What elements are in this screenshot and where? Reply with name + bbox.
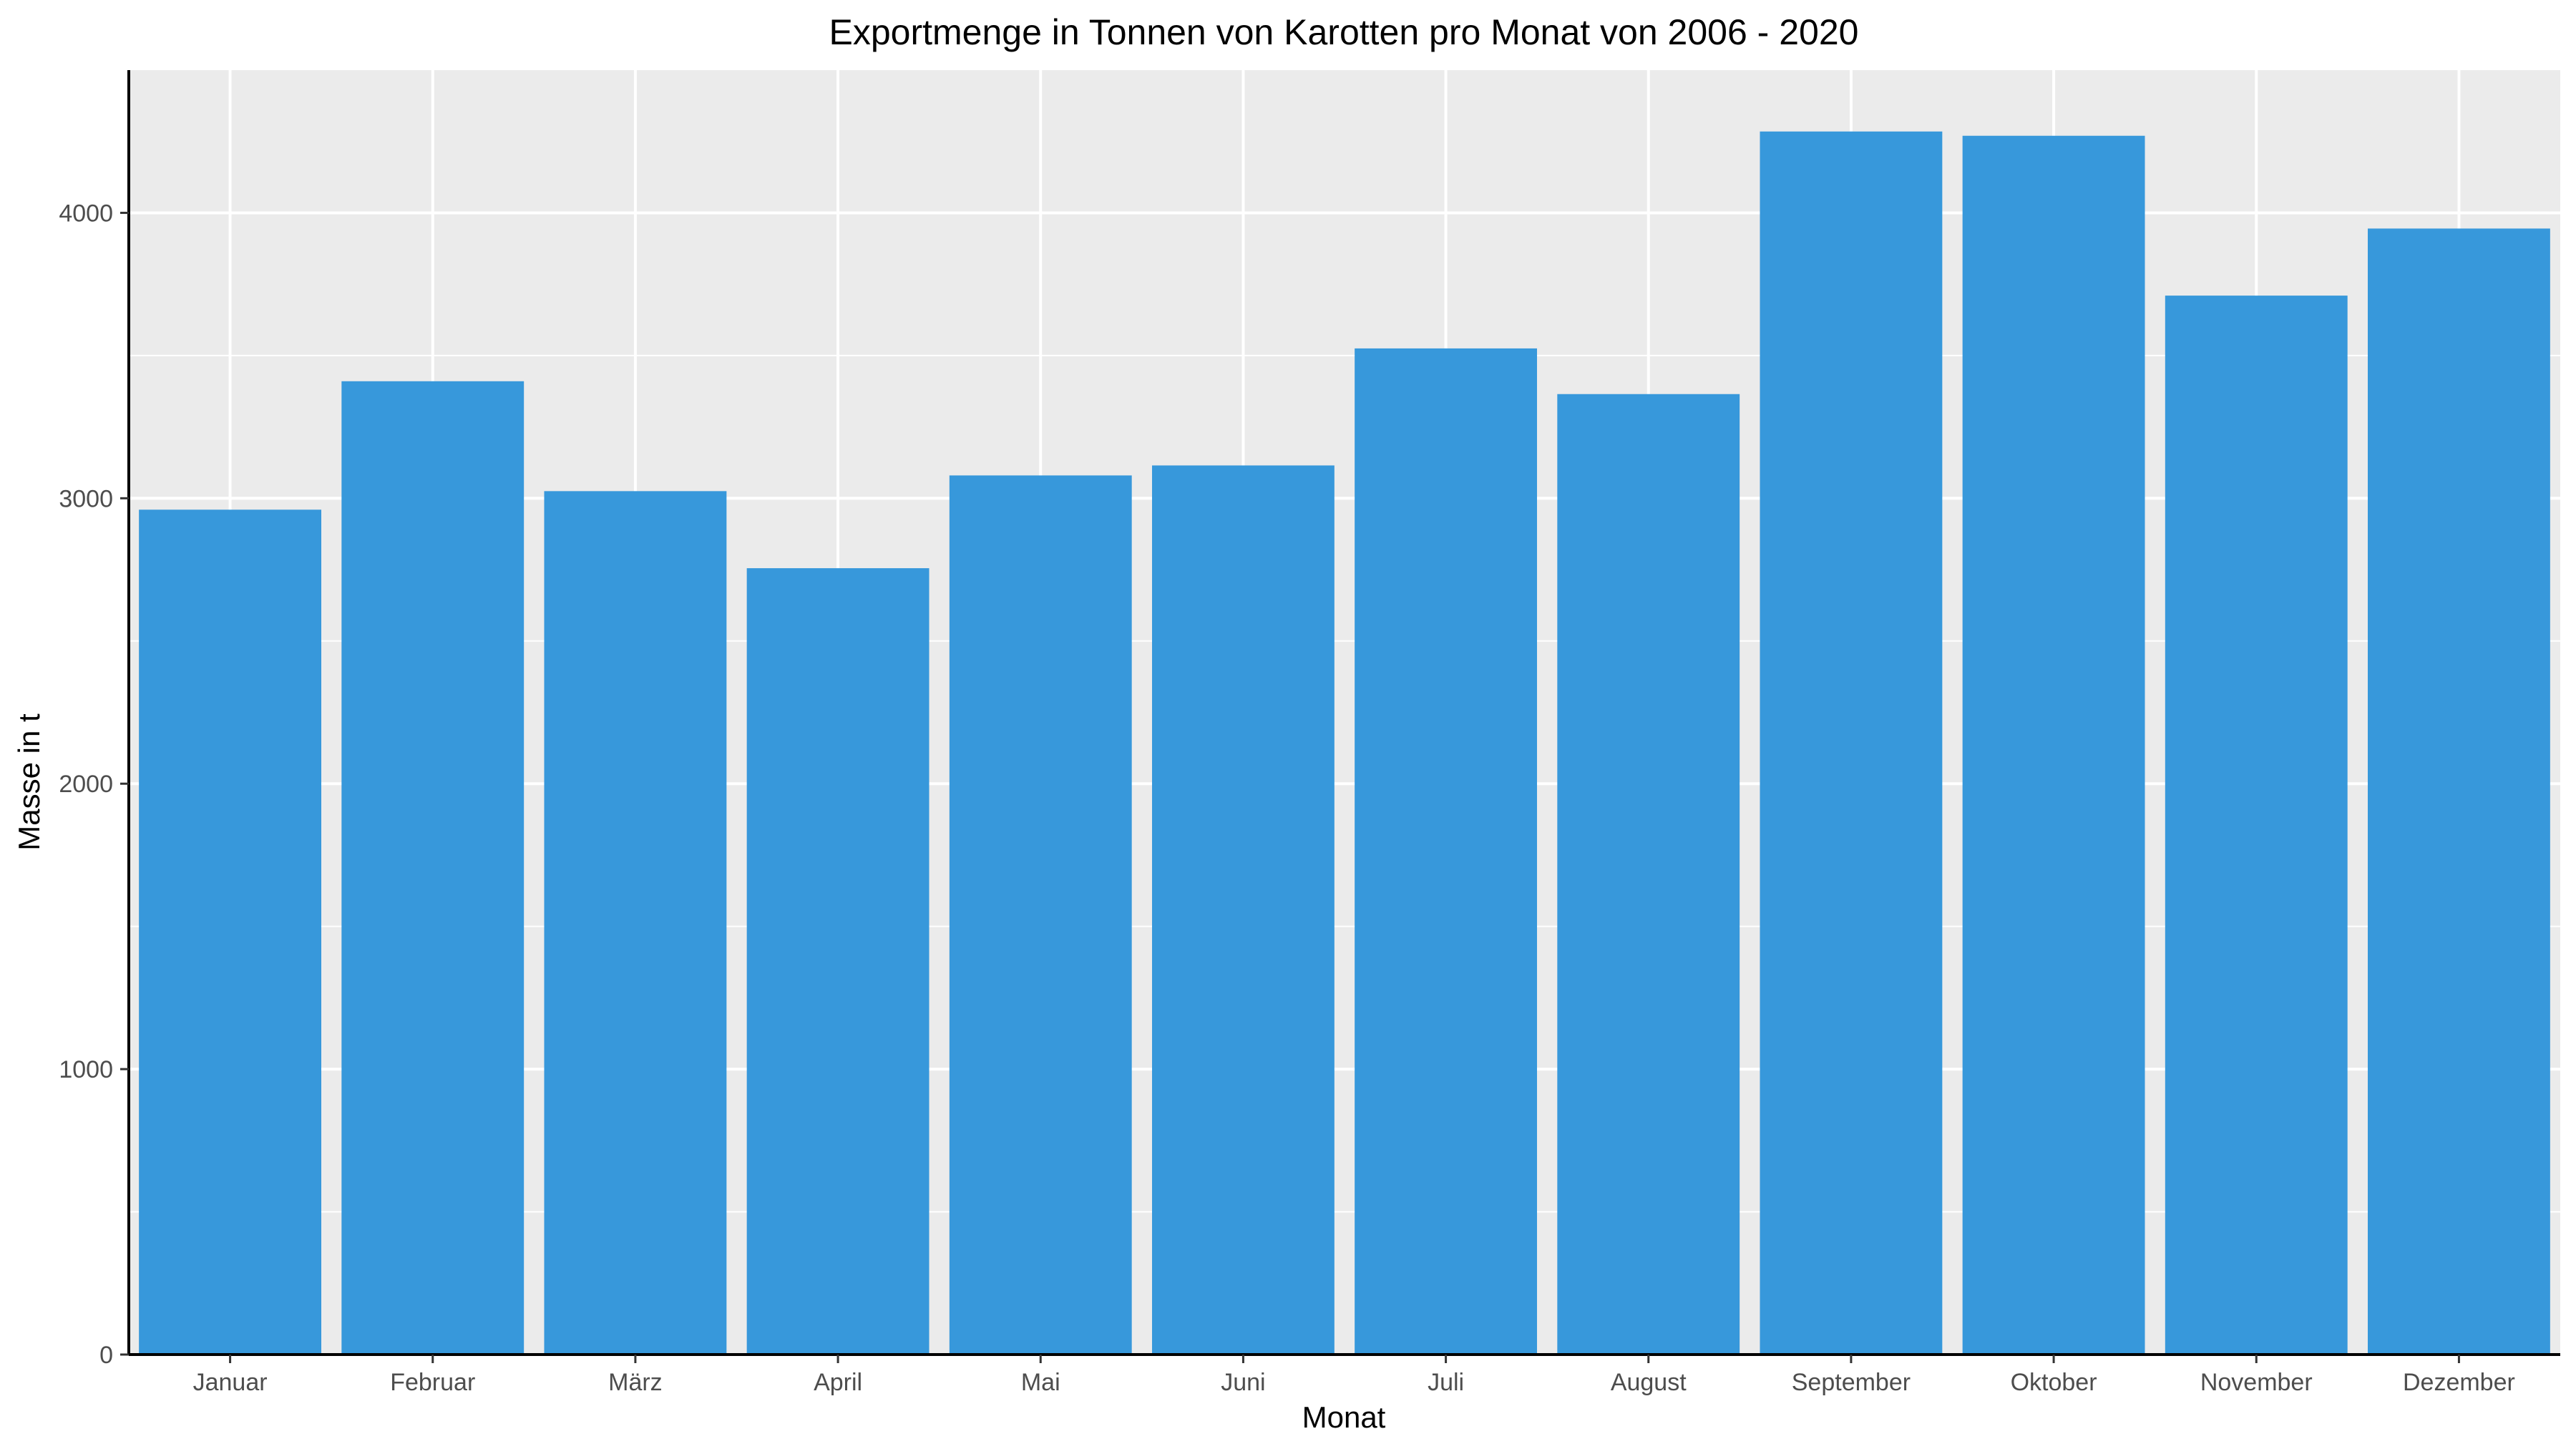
x-tick-label: Juli bbox=[1428, 1369, 1464, 1396]
bar-5 bbox=[1151, 465, 1335, 1355]
bar-7 bbox=[1557, 394, 1740, 1355]
x-tick-label: April bbox=[814, 1369, 862, 1396]
x-tick-label: Januar bbox=[193, 1369, 268, 1396]
x-tick-label: November bbox=[2200, 1369, 2313, 1396]
bar-10 bbox=[2165, 296, 2348, 1355]
panel-background bbox=[129, 70, 2560, 1355]
x-tick-label: Juni bbox=[1221, 1369, 1265, 1396]
bar-9 bbox=[1962, 135, 2145, 1355]
x-tick-label: September bbox=[1792, 1369, 1911, 1396]
chart-title: Exportmenge in Tonnen von Karotten pro M… bbox=[829, 12, 1859, 52]
bar-1 bbox=[341, 381, 525, 1355]
y-tick-label: 0 bbox=[99, 1342, 113, 1369]
y-tick-label: 4000 bbox=[59, 200, 113, 227]
minor-gridlines bbox=[129, 354, 2560, 1213]
x-axis-title: Monat bbox=[1302, 1400, 1386, 1434]
x-tick-label: Oktober bbox=[2011, 1369, 2097, 1396]
x-tick-label: März bbox=[608, 1369, 663, 1396]
bar-6 bbox=[1355, 348, 1538, 1355]
bar-11 bbox=[2367, 228, 2550, 1355]
x-tick-label: Februar bbox=[390, 1369, 475, 1396]
bars bbox=[139, 131, 2550, 1355]
y-tick-label: 3000 bbox=[59, 485, 113, 512]
bar-3 bbox=[746, 568, 930, 1355]
x-tick-label: Mai bbox=[1021, 1369, 1060, 1396]
y-axis-title: Masse in t bbox=[12, 713, 46, 851]
y-axis-ticks: 0 1000 2000 3000 4000 bbox=[59, 200, 129, 1369]
bar-4 bbox=[949, 475, 1132, 1355]
y-tick-label: 2000 bbox=[59, 771, 113, 798]
x-axis-ticks: Januar Februar März April Mai Juni Juli August S… bbox=[193, 1355, 2515, 1396]
x-tick-label: August bbox=[1611, 1369, 1687, 1396]
x-tick-label: Dezember bbox=[2403, 1369, 2515, 1396]
y-tick-label: 1000 bbox=[59, 1056, 113, 1083]
bar-0 bbox=[139, 509, 322, 1355]
bar-8 bbox=[1760, 131, 1943, 1355]
bar-2 bbox=[544, 491, 727, 1355]
